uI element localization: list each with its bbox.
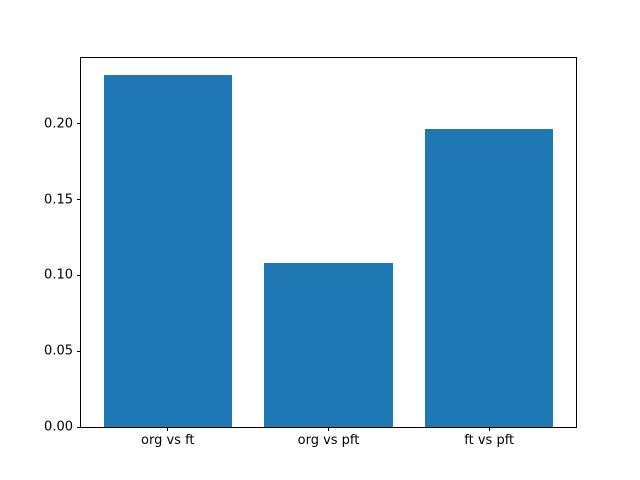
y-tick-label: 0.10 — [44, 267, 73, 283]
y-tick-label: 0.00 — [44, 419, 73, 435]
x-tick-label: org vs ft — [141, 433, 195, 448]
x-tick-mark — [488, 427, 490, 431]
x-tick-mark — [328, 427, 329, 431]
plot-area: 0.00 0.05 0.10 0.15 0.20 org vs ft org vs pft f… — [44, 57, 577, 447]
y-tick-label: 0.05 — [44, 343, 73, 359]
bar-org-vs-ft — [103, 74, 233, 427]
x-tick-label: org vs pft — [297, 433, 360, 448]
bar-ft-vs-pft — [424, 129, 554, 427]
x-tick-label: ft vs pft — [464, 433, 515, 448]
y-tick-mark — [77, 199, 81, 201]
y-tick-mark — [77, 426, 81, 428]
y-tick-label: 0.20 — [44, 116, 73, 132]
bar-org-vs-pft — [264, 263, 393, 427]
y-tick-mark — [77, 274, 81, 276]
x-tick-mark — [167, 427, 169, 431]
y-tick-mark — [77, 350, 81, 352]
y-tick-label: 0.15 — [44, 192, 73, 208]
y-tick-mark — [77, 123, 81, 125]
